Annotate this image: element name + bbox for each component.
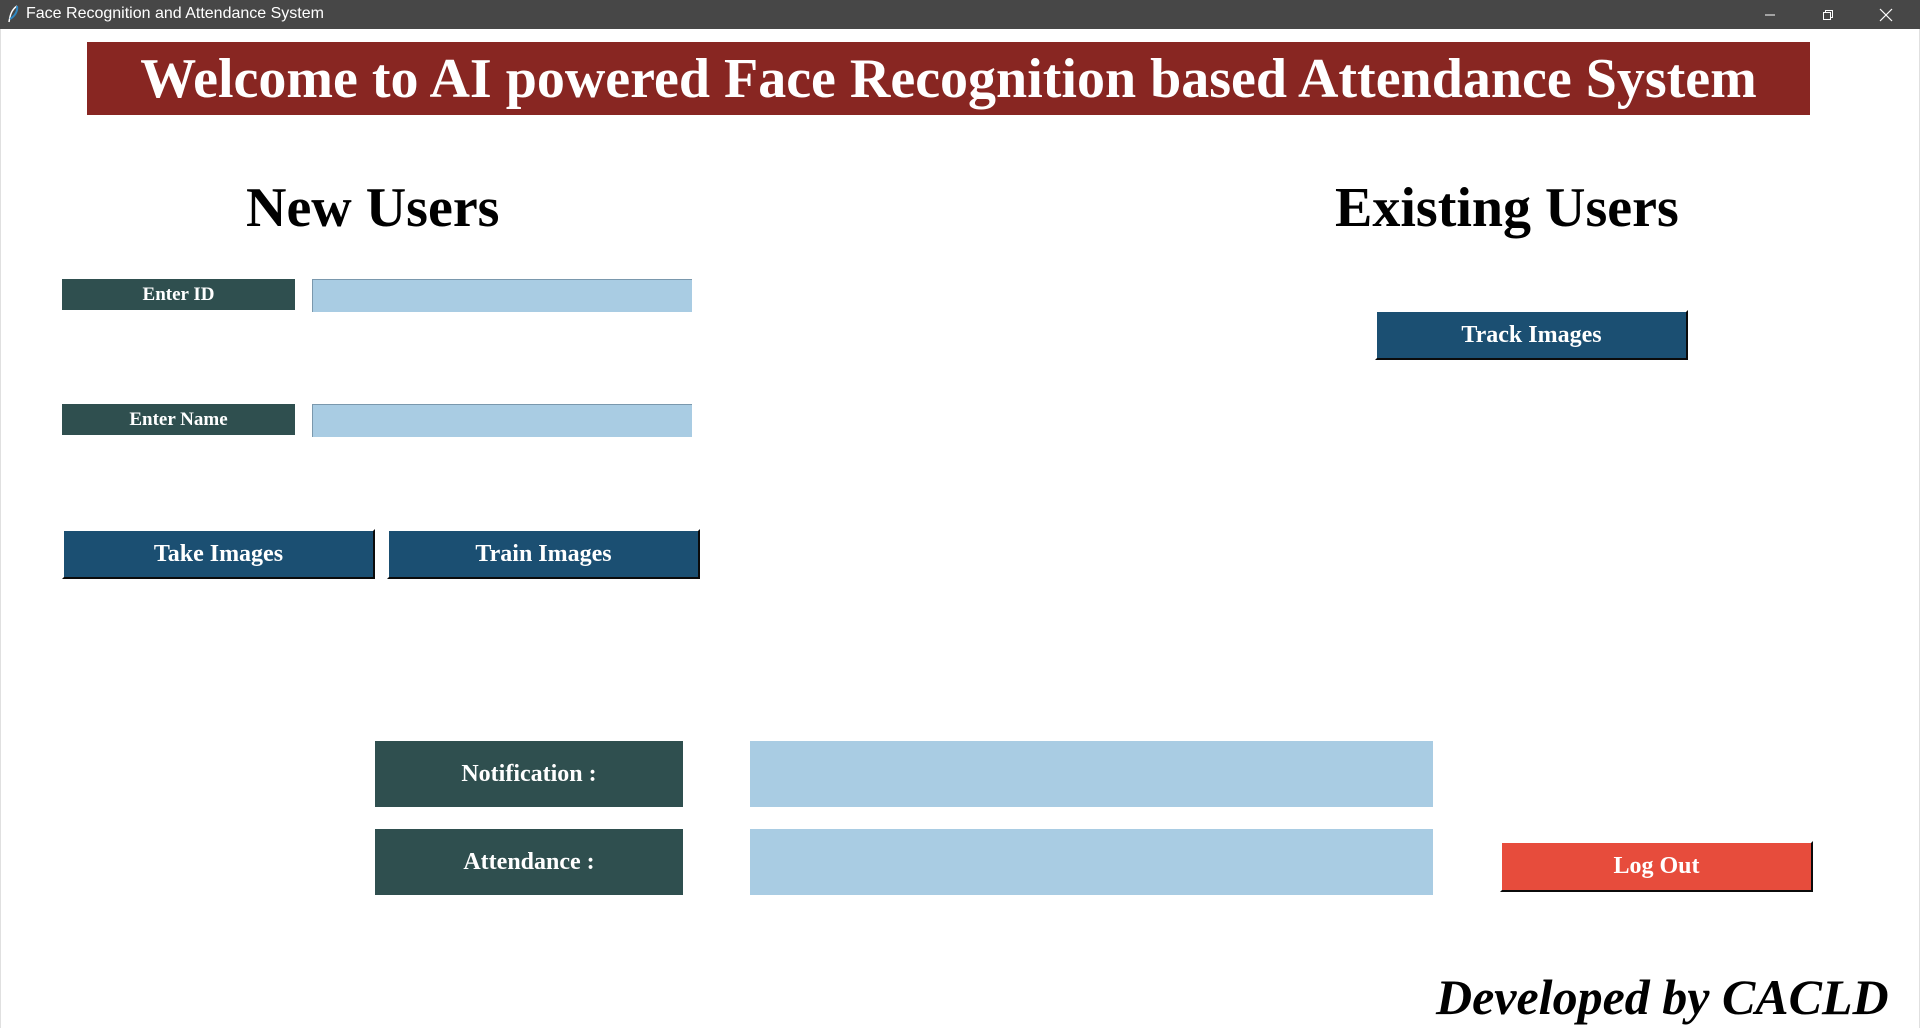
name-input[interactable] (312, 404, 692, 437)
notification-output (750, 741, 1433, 807)
new-users-heading: New Users (246, 177, 500, 239)
enter-id-label: Enter ID (62, 279, 295, 310)
welcome-banner: Welcome to AI powered Face Recognition b… (87, 42, 1810, 115)
developer-credit: Developed by CACLD (1436, 969, 1889, 1025)
title-bar: Face Recognition and Attendance System (0, 0, 1920, 29)
track-images-button[interactable]: Track Images (1375, 310, 1688, 360)
minimize-icon (1765, 14, 1775, 15)
feather-icon (8, 5, 19, 23)
enter-name-label: Enter Name (62, 404, 295, 435)
minimize-button[interactable] (1741, 0, 1799, 29)
logout-button[interactable]: Log Out (1500, 841, 1813, 892)
train-images-button[interactable]: Train Images (387, 529, 700, 579)
close-icon (1879, 8, 1893, 21)
attendance-label: Attendance : (375, 829, 683, 895)
restore-icon (1823, 9, 1833, 20)
existing-users-heading: Existing Users (1335, 177, 1679, 239)
notification-label: Notification : (375, 741, 683, 807)
id-input[interactable] (312, 279, 692, 312)
attendance-output (750, 829, 1433, 895)
window-title: Face Recognition and Attendance System (26, 5, 324, 22)
maximize-button[interactable] (1799, 0, 1857, 29)
close-button[interactable] (1857, 0, 1915, 29)
take-images-button[interactable]: Take Images (62, 529, 375, 579)
